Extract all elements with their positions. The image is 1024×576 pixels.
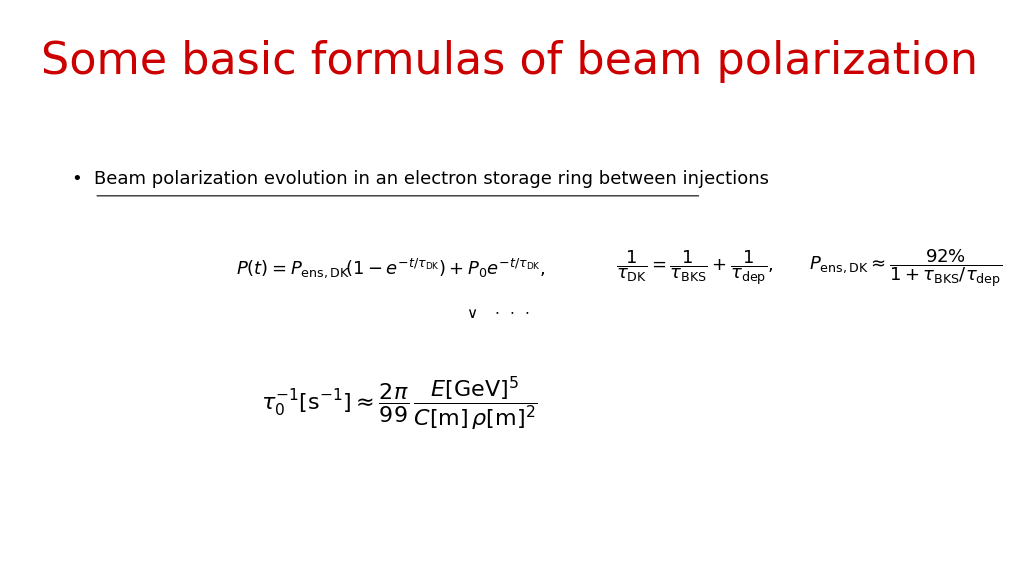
Text: $\vee\quad\cdot\;\cdot\;\cdot$: $\vee\quad\cdot\;\cdot\;\cdot$: [466, 307, 530, 321]
Text: $P_{\mathrm{ens,DK}} \approx \dfrac{92\%}{1+\tau_{\mathrm{BKS}}/\tau_{\mathrm{de: $P_{\mathrm{ens,DK}} \approx \dfrac{92\%…: [809, 247, 1002, 289]
Text: Beam polarization evolution in an electron storage ring between injections: Beam polarization evolution in an electr…: [94, 169, 769, 188]
Text: $\tau_0^{-1}[\mathrm{s}^{-1}] \approx \dfrac{2\pi}{99}\,\dfrac{E[\mathrm{GeV}]^5: $\tau_0^{-1}[\mathrm{s}^{-1}] \approx \d…: [261, 374, 538, 433]
Text: $P(t) = P_{\mathrm{ens,DK}}\!\left(1 - e^{-t/\tau_{\mathrm{DK}}}\right) + P_0 e^: $P(t) = P_{\mathrm{ens,DK}}\!\left(1 - e…: [236, 256, 545, 280]
Text: •: •: [72, 169, 82, 188]
Text: Some basic formulas of beam polarization: Some basic formulas of beam polarization: [41, 40, 978, 84]
Text: $\dfrac{1}{\tau_{\mathrm{DK}}} = \dfrac{1}{\tau_{\mathrm{BKS}}} + \dfrac{1}{\tau: $\dfrac{1}{\tau_{\mathrm{DK}}} = \dfrac{…: [616, 248, 774, 287]
